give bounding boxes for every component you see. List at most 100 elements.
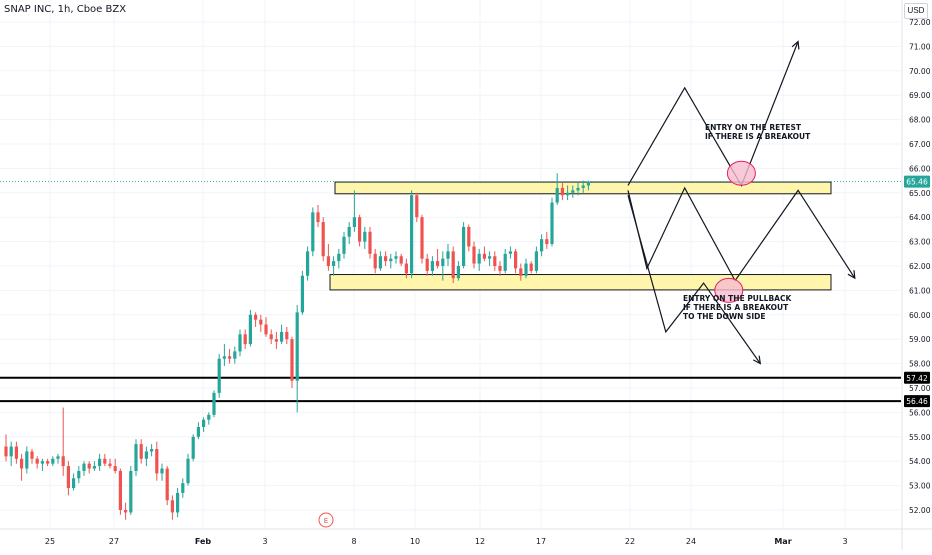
candle-body — [191, 436, 195, 459]
candle-body — [66, 466, 70, 489]
x-tick-label: 17 — [536, 537, 546, 546]
projection-path — [627, 186, 856, 282]
candle-body — [337, 253, 341, 262]
x-tick-label: Feb — [195, 537, 212, 546]
candle-body — [269, 334, 273, 340]
candle-body — [378, 256, 382, 269]
arrow-head — [847, 270, 856, 280]
candle-body — [165, 468, 169, 501]
candle-body — [524, 263, 528, 276]
x-tick-label: 10 — [410, 537, 420, 546]
candle-body — [316, 212, 320, 223]
candle-body — [285, 331, 289, 340]
candle-body — [555, 187, 559, 203]
price-tag-label: 56.46 — [906, 397, 928, 406]
candle-body — [259, 319, 263, 325]
candle-body — [529, 263, 533, 271]
x-tick-label: 8 — [351, 537, 356, 546]
candle-body — [212, 392, 216, 415]
candle-body — [150, 449, 154, 452]
candle-body — [425, 258, 429, 271]
candle-body — [477, 253, 481, 264]
candle-body — [482, 253, 486, 259]
candle-body — [155, 449, 159, 474]
price-tag-label: 57.42 — [906, 374, 928, 383]
price-tag-bg — [904, 371, 930, 384]
annotation-line: ENTRY ON THE RETEST — [705, 123, 802, 132]
x-tick-label: 25 — [45, 537, 55, 546]
candle-body — [462, 226, 466, 266]
candle-body — [20, 458, 24, 469]
y-tick-label: 53.00 — [909, 482, 931, 491]
x-tick-label: 3 — [262, 537, 267, 546]
candle-body — [139, 444, 143, 459]
candle-body — [280, 331, 284, 342]
candle-body — [503, 253, 507, 271]
candle-body — [202, 419, 206, 428]
arrow-head — [791, 40, 800, 50]
candle-body — [30, 451, 34, 459]
candle-body — [384, 256, 388, 262]
candle-body — [306, 251, 310, 276]
symbol-title: SNAP INC, 1h, Cboe BZX — [4, 4, 127, 15]
y-tick-label: 59.00 — [909, 335, 931, 344]
candle-body — [207, 414, 211, 420]
projection-path — [627, 195, 761, 364]
x-tick-label: Mar — [774, 537, 791, 546]
candle-body — [508, 251, 512, 254]
y-tick-label: 60.00 — [909, 311, 931, 320]
candle-body — [586, 181, 590, 186]
candle-body — [415, 195, 419, 218]
candle-body — [56, 456, 60, 459]
candle-body — [46, 461, 50, 464]
candle-body — [170, 500, 174, 513]
candle-body — [389, 258, 393, 262]
event-marker — [318, 512, 334, 528]
candle-body — [514, 251, 518, 269]
candle-body — [467, 226, 471, 247]
x-tick-label: 27 — [109, 537, 119, 546]
candle-body — [228, 356, 232, 359]
candle-body — [87, 463, 91, 469]
highlight-circle — [726, 160, 756, 186]
candle-body — [238, 334, 242, 352]
highlight-circle — [714, 277, 744, 303]
y-tick-label: 55.00 — [909, 433, 931, 442]
candle-body — [420, 217, 424, 259]
candle-body — [534, 251, 538, 271]
y-tick-label: 68.00 — [909, 116, 931, 125]
zones — [329, 181, 832, 291]
projection-arrows: ENTRY ON THE RETEST IF THERE IS A BREAKOU… — [627, 40, 856, 365]
candle-body — [352, 217, 356, 227]
candle-body — [571, 190, 575, 193]
arrow-head — [752, 355, 762, 365]
candle-body — [347, 226, 351, 237]
projection-path — [627, 41, 799, 187]
candle-body — [113, 466, 117, 471]
candle-body — [92, 466, 96, 469]
candle-body — [451, 251, 455, 279]
x-tick-label: 3 — [842, 537, 847, 546]
y-tick-label: 67.00 — [909, 140, 931, 149]
candle-body — [560, 187, 564, 196]
annotation-text: ENTRY ON THE PULLBACK IF THERE IS A BREAK… — [683, 294, 792, 321]
price-tag-label: 65.46 — [906, 178, 928, 187]
candle-body — [498, 266, 502, 271]
candle-body — [540, 239, 544, 252]
currency-label[interactable]: USD — [904, 3, 928, 19]
candle-body — [25, 451, 29, 469]
candle-body — [326, 256, 330, 266]
zone-rect — [329, 274, 832, 291]
y-tick-label: 63.00 — [909, 238, 931, 247]
y-tick-label: 57.00 — [909, 384, 931, 393]
candle-body — [441, 258, 445, 266]
y-tick-label: 58.00 — [909, 360, 931, 369]
candle-body — [545, 239, 549, 245]
candle-body — [410, 195, 414, 274]
candle-body — [4, 446, 8, 457]
candle-body — [108, 463, 112, 467]
candle-body — [290, 339, 294, 381]
